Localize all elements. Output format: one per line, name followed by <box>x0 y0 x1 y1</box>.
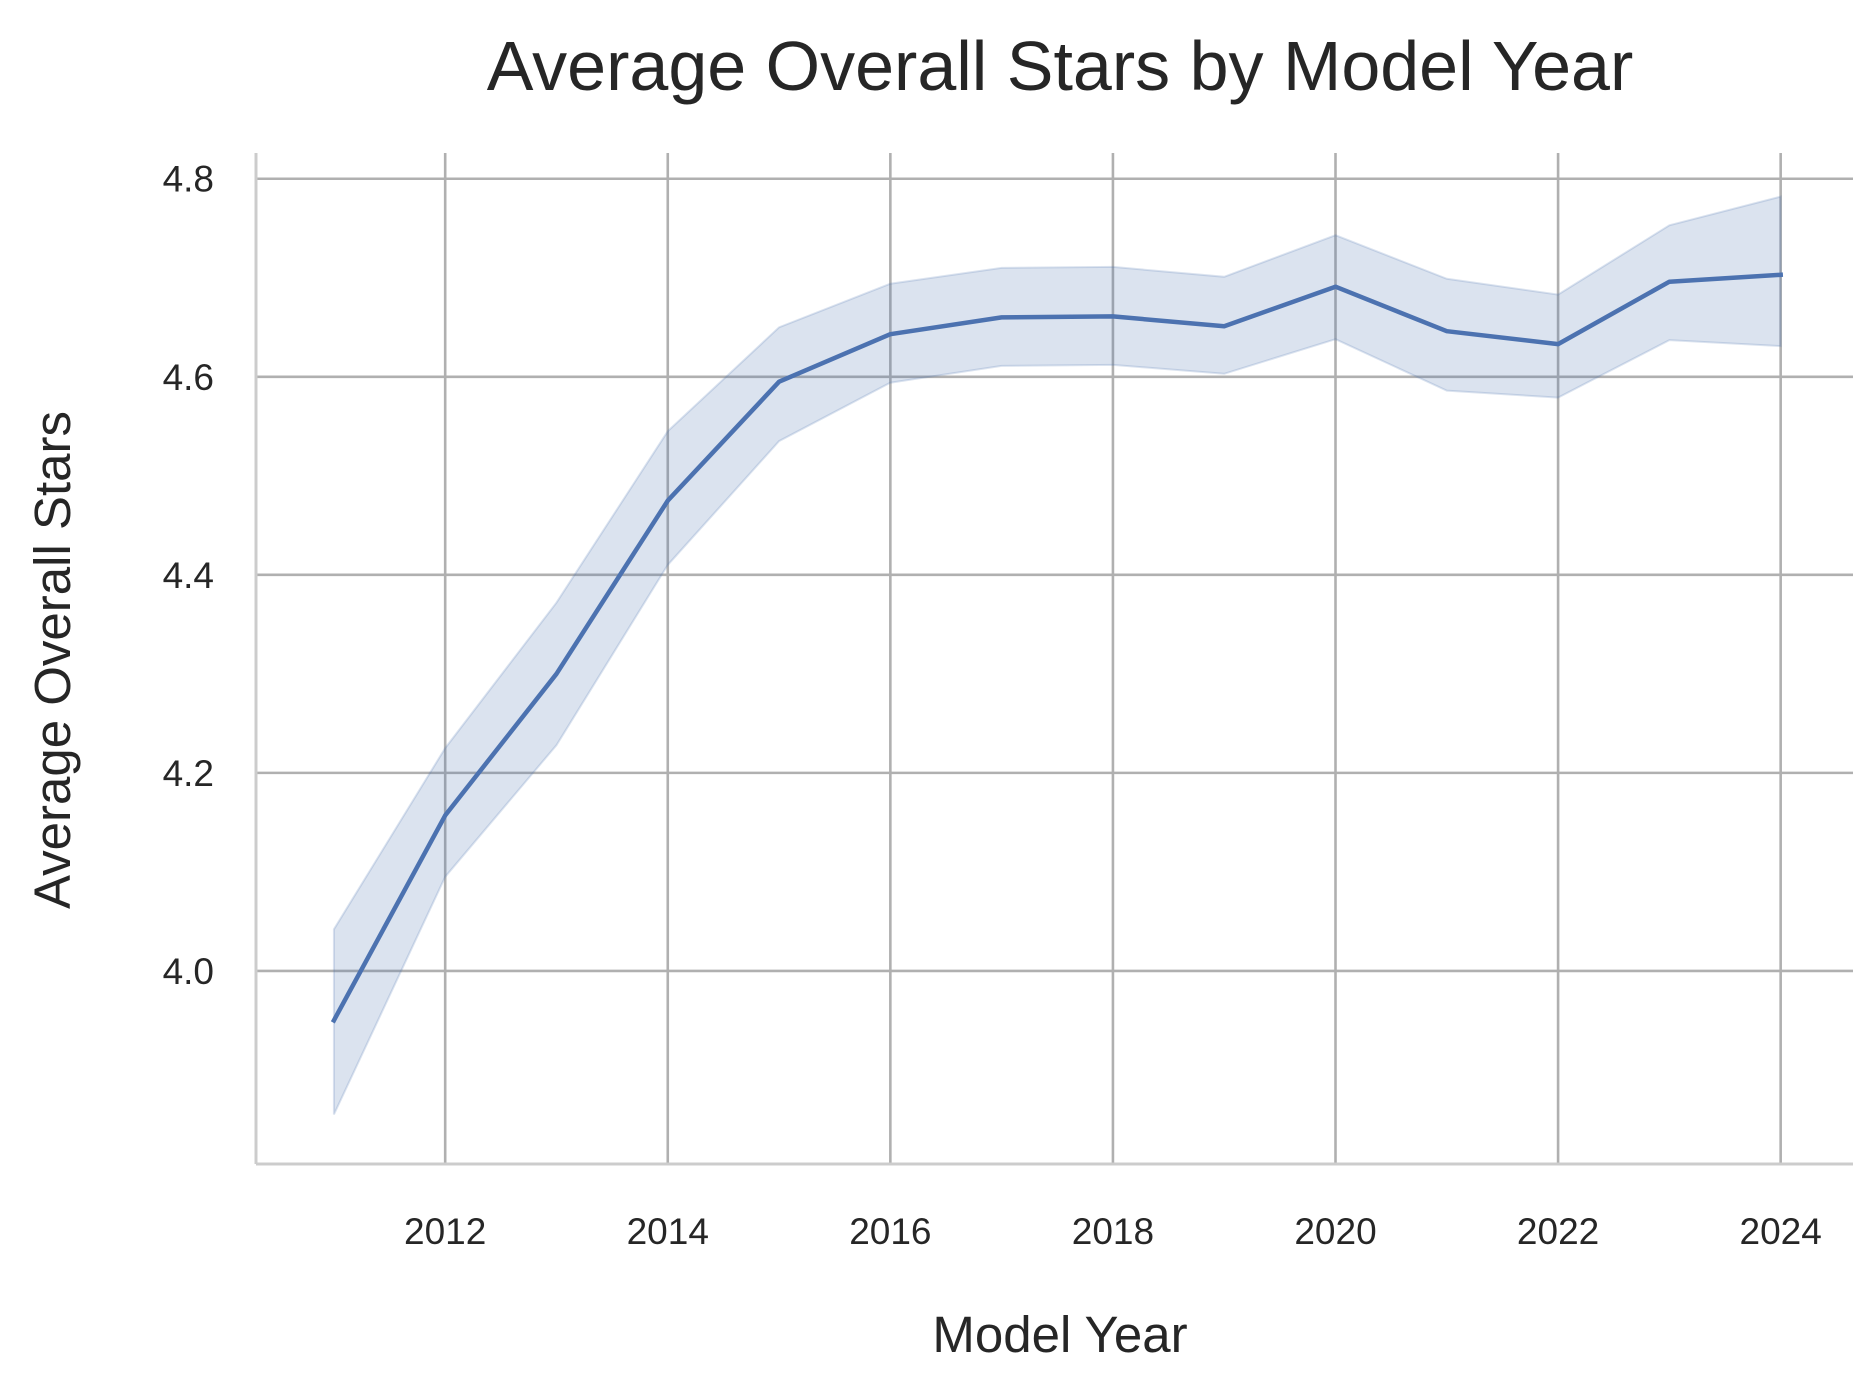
data-point-2019 <box>1221 323 1227 329</box>
data-point-2021 <box>1444 328 1450 334</box>
series-line-layer <box>330 272 1784 1024</box>
data-point-2016 <box>887 331 893 337</box>
data-point-2020 <box>1333 284 1339 290</box>
data-point-2024 <box>1778 272 1784 278</box>
data-point-2011 <box>331 1017 337 1023</box>
confidence-band <box>332 195 1782 1115</box>
x-tick-label-2022: 2022 <box>1517 1211 1599 1252</box>
y-axis-label: Average Overall Stars <box>24 411 81 909</box>
series-line <box>330 272 1784 1024</box>
x-tick-label-2012: 2012 <box>404 1211 486 1252</box>
x-tick-labels: 2012 2014 2016 2018 2020 2022 2024 <box>404 1211 1822 1252</box>
x-tick-label-2016: 2016 <box>849 1211 931 1252</box>
axis-spines <box>254 153 1853 1166</box>
x-tick-label-2020: 2020 <box>1294 1211 1376 1252</box>
data-point-2022 <box>1555 341 1561 347</box>
data-point-2018 <box>1110 313 1116 319</box>
y-tick-label-4-2: 4.2 <box>163 753 214 794</box>
gridlines <box>256 153 1853 1164</box>
chart-title: Average Overall Stars by Model Year <box>487 27 1634 105</box>
x-tick-label-2024: 2024 <box>1740 1211 1822 1252</box>
data-point-2015 <box>776 379 782 385</box>
data-point-2013 <box>554 671 560 677</box>
x-axis-label: Model Year <box>932 1306 1187 1363</box>
confidence-band-layer <box>332 195 1782 1115</box>
y-tick-label-4-6: 4.6 <box>163 357 214 398</box>
data-point-2023 <box>1666 279 1672 285</box>
data-point-2017 <box>999 314 1005 320</box>
y-tick-label-4: 4.0 <box>163 951 214 992</box>
x-tick-label-2018: 2018 <box>1072 1211 1154 1252</box>
data-point-2014 <box>665 498 671 504</box>
data-point-2012 <box>442 812 448 818</box>
y-tick-labels: 4.0 4.2 4.4 4.6 4.8 <box>163 159 214 992</box>
y-tick-label-4-8: 4.8 <box>163 159 214 200</box>
x-tick-label-2014: 2014 <box>627 1211 709 1252</box>
y-tick-label-4-4: 4.4 <box>163 555 214 596</box>
